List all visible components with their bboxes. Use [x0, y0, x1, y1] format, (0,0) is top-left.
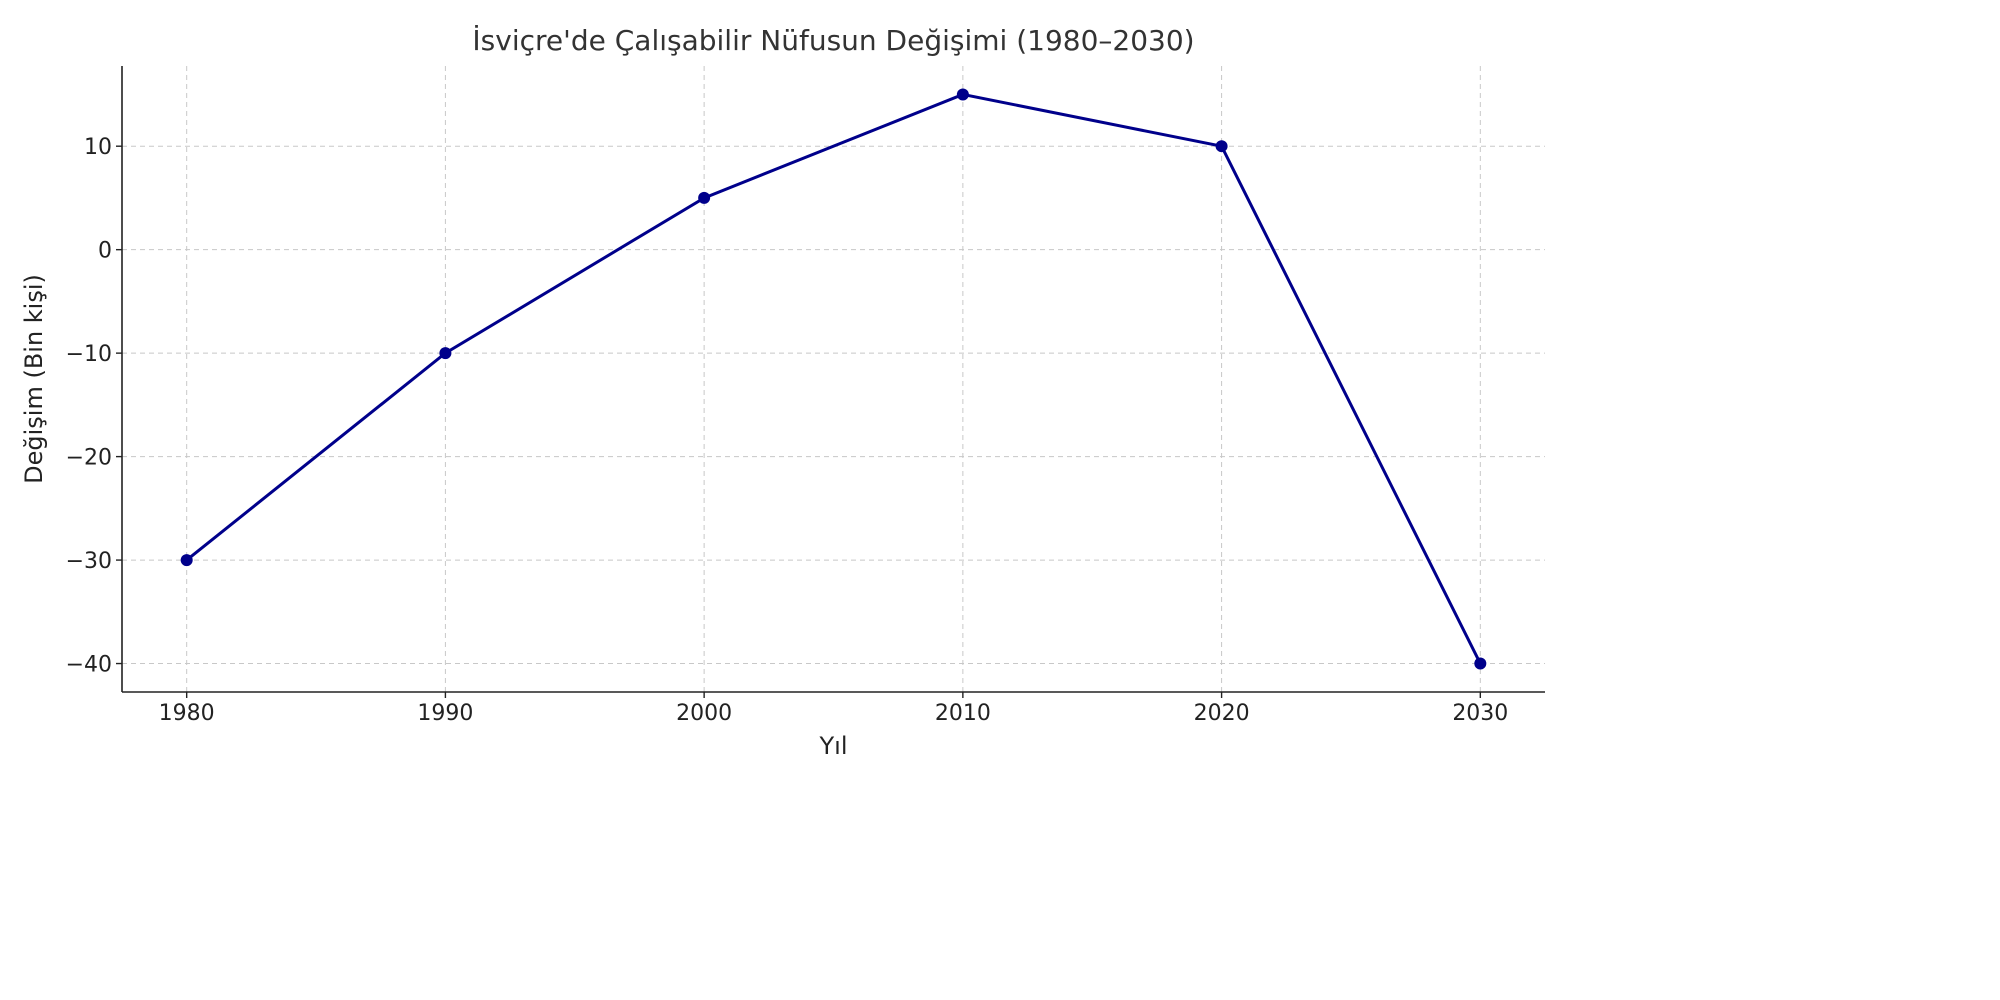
x-tick-label: 2030: [1452, 701, 1508, 726]
x-tick-label: 1980: [159, 701, 215, 726]
data-point: [1215, 140, 1228, 153]
x-tick-label: 2010: [935, 701, 991, 726]
grid-lines: [122, 66, 1545, 692]
y-tick-label: 10: [84, 135, 112, 160]
data-point: [180, 554, 193, 567]
series-line: [185, 92, 1482, 665]
x-tick-label: 2020: [1194, 701, 1250, 726]
x-tick-label: 2000: [676, 701, 732, 726]
line-chart: 1980 1990 2000 2010 2020 2030−40−30−20−10010 …: [20, 24, 1545, 760]
y-tick-label: −10: [66, 342, 112, 367]
x-axis-title: Yıl: [819, 732, 848, 760]
data-point: [698, 191, 711, 204]
data-point: [439, 347, 452, 360]
y-tick-label: −20: [66, 446, 112, 471]
axes: [121, 66, 1545, 693]
y-tick-label: −40: [66, 653, 112, 678]
y-tick-label: −30: [66, 549, 112, 574]
data-point: [1474, 657, 1487, 670]
data-series: [180, 88, 1487, 670]
chart-container: 1980 1990 2000 2010 2020 2030 −40 −30 −20 −10 0 10 …: [20, 24, 1545, 760]
y-axis-title: Değişim (Bin kişi): [20, 274, 48, 484]
chart-title: İsviçre'de Çalışabilir Nüfusun Değişimi …: [472, 24, 1194, 57]
y-tick-label: 0: [98, 239, 112, 264]
data-point: [956, 88, 969, 101]
tick-labels: 1980 1990 2000 2010 2020 2030 −40 −30 −20 −10 0 10: [66, 135, 1509, 726]
x-tick-label: 1990: [417, 701, 473, 726]
